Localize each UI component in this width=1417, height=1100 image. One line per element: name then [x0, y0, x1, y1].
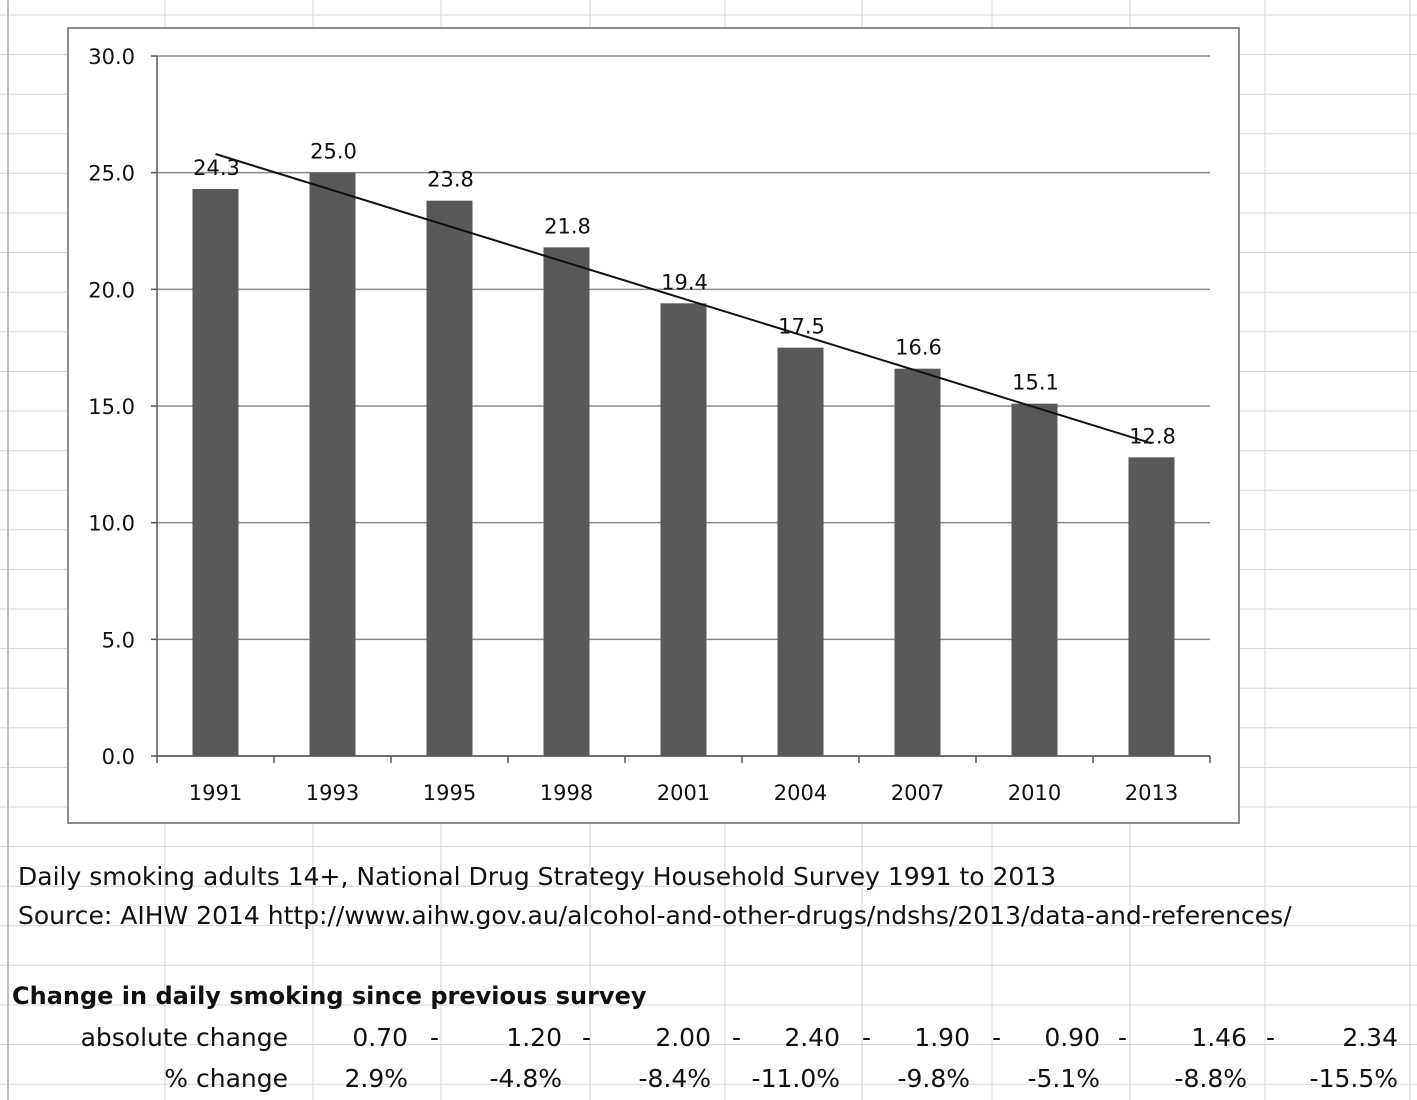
bar-1998: [543, 247, 590, 757]
data-label-2013: 12.8: [1129, 424, 1176, 448]
table-cell[interactable]: 2.34: [1342, 1023, 1398, 1052]
y-tick-label: 0.0: [102, 745, 135, 769]
bar-2004: [777, 347, 824, 756]
data-label-1998: 21.8: [544, 214, 591, 238]
table-cell[interactable]: -11.0%: [751, 1064, 840, 1093]
caption-description: Daily smoking adults 14+, National Drug …: [18, 862, 1057, 891]
data-label-2010: 15.1: [1012, 371, 1059, 395]
x-tick-label-1998: 1998: [540, 781, 593, 805]
table-cell[interactable]: -5.1%: [1027, 1064, 1100, 1093]
y-tick-label: 5.0: [102, 628, 135, 652]
data-label-1993: 25.0: [310, 140, 357, 164]
trendline: [215, 153, 1152, 445]
dash-cell[interactable]: -: [992, 1023, 1002, 1052]
x-tick-label-2001: 2001: [657, 781, 710, 805]
table-cell[interactable]: 2.00: [655, 1023, 711, 1052]
bar-1991: [192, 189, 239, 756]
x-tick-label-2010: 2010: [1008, 781, 1061, 805]
chart-area[interactable]: 0.0 5.0 10.0 15.0 20.0 25.0 30.0 24.3 1991 25.0 19…: [67, 27, 1240, 824]
y-tick-label: 15.0: [88, 395, 135, 419]
data-label-1995: 23.8: [427, 168, 474, 192]
table-cell[interactable]: 1.90: [914, 1023, 970, 1052]
row-label-absolute-change: absolute change: [80, 1023, 288, 1052]
dash-cell[interactable]: -: [1118, 1023, 1128, 1052]
x-tick-label-1993: 1993: [306, 781, 359, 805]
x-tick-label-1995: 1995: [423, 781, 476, 805]
dash-cell[interactable]: -: [862, 1023, 872, 1052]
table-cell[interactable]: 0.90: [1044, 1023, 1100, 1052]
y-tick-label: 10.0: [88, 512, 135, 536]
bar-2001: [660, 303, 707, 756]
dash-cell[interactable]: -: [732, 1023, 742, 1052]
y-tick-label: 30.0: [88, 45, 135, 69]
row-label-percent-change: % change: [164, 1064, 288, 1093]
bar-1995: [426, 200, 473, 756]
y-tick-label: 25.0: [88, 162, 135, 186]
bar-2010: [1011, 403, 1058, 756]
x-tick-label-2013: 2013: [1125, 781, 1178, 805]
bar-chart: 0.05.010.015.020.025.030.024.3199125.019…: [88, 45, 1211, 805]
dash-cell[interactable]: -: [582, 1023, 592, 1052]
data-label-2001: 19.4: [661, 270, 708, 294]
y-tick-label: 20.0: [88, 278, 135, 302]
x-tick-label-1991: 1991: [189, 781, 242, 805]
dash-cell[interactable]: -: [430, 1023, 440, 1052]
caption-source: Source: AIHW 2014 http://www.aihw.gov.au…: [18, 901, 1292, 930]
table-cell[interactable]: -9.8%: [897, 1064, 970, 1093]
table-cell[interactable]: -8.8%: [1174, 1064, 1247, 1093]
table-cell[interactable]: 1.46: [1191, 1023, 1247, 1052]
bar-2013: [1128, 457, 1175, 756]
table-cell[interactable]: 1.20: [506, 1023, 562, 1052]
table-cell[interactable]: -4.8%: [489, 1064, 562, 1093]
table-cell[interactable]: 0.70: [352, 1023, 408, 1052]
bar-2007: [894, 368, 941, 756]
table-cell[interactable]: 2.9%: [344, 1064, 408, 1093]
x-tick-label-2004: 2004: [774, 781, 827, 805]
table-cell[interactable]: -15.5%: [1309, 1064, 1398, 1093]
table-title: Change in daily smoking since previous s…: [12, 982, 647, 1010]
data-label-2007: 16.6: [895, 336, 942, 360]
x-tick-label-2007: 2007: [891, 781, 944, 805]
table-cell[interactable]: -8.4%: [638, 1064, 711, 1093]
bar-1993: [309, 172, 356, 756]
dash-cell[interactable]: -: [1266, 1023, 1276, 1052]
table-cell[interactable]: 2.40: [784, 1023, 840, 1052]
